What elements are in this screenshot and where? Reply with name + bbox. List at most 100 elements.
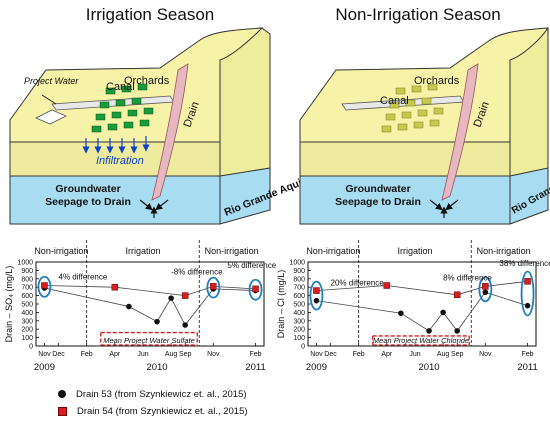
label-seepage-to-drain: Seepage to Drain	[45, 196, 131, 208]
x-tick-label: Aug	[165, 351, 178, 358]
legend-marker-circle	[58, 390, 66, 398]
label-infiltration: Infiltration	[96, 155, 144, 167]
drain-channel	[151, 63, 189, 201]
x-year-label: 2009	[34, 362, 55, 373]
drain-channel	[441, 63, 479, 201]
percent-difference-label: 20% difference	[331, 279, 385, 288]
aquifer-front-face	[9, 175, 221, 225]
season-label: Irrigation	[125, 246, 160, 256]
label-groundwater: Groundwater	[55, 183, 120, 195]
label-orchards: Orchards	[414, 75, 460, 87]
x-tick-label: Jun	[409, 351, 420, 358]
mean-project-water-label: Mean Project Water Sulfate	[103, 336, 195, 345]
percent-difference-label: -8% difference	[171, 268, 223, 277]
percent-difference-label: 38% difference	[499, 259, 550, 268]
plot-frame	[307, 261, 537, 347]
x-year-label: 2011	[245, 362, 265, 373]
point-drain54	[453, 291, 461, 299]
y-tick-label: 100	[293, 335, 305, 342]
point-drain53	[168, 295, 174, 301]
y-tick-label: 600	[293, 293, 305, 300]
label-project-water: Project Water	[24, 76, 79, 86]
highlight-ellipse	[478, 276, 493, 303]
y-tick-label: 700	[21, 285, 33, 292]
y-tick-label: 800	[21, 276, 33, 283]
legend-marker-square	[58, 406, 67, 416]
y-tick-label: 700	[293, 285, 305, 292]
y-tick-label: 1000	[17, 260, 33, 267]
percent-difference-label: 5% difference	[227, 261, 276, 270]
point-drain53	[524, 302, 531, 309]
x-tick-label: Feb	[250, 351, 262, 358]
series-line-drain53	[44, 287, 256, 326]
point-drain54	[111, 283, 119, 291]
percent-difference-label: 8% difference	[443, 273, 492, 282]
season-label: Irrigation	[397, 246, 432, 256]
x-tick-label: Sep	[451, 351, 464, 358]
label-canal: Canal	[380, 95, 409, 107]
y-tick-label: 300	[293, 318, 305, 325]
point-drain53	[454, 328, 460, 334]
block-diagram-non-irrigation: Canal Orchards Drain Groundwater Seepage…	[299, 27, 550, 225]
point-drain53	[482, 289, 489, 296]
point-drain53	[313, 297, 320, 304]
x-tick-label: Apr	[381, 351, 393, 358]
x-year-label: 2011	[517, 362, 537, 373]
infiltration-arrows	[82, 136, 150, 154]
highlight-ellipse	[37, 275, 52, 298]
series-line-drain54	[44, 285, 256, 297]
season-label: Non-irrigation	[205, 246, 259, 256]
series-line-drain53	[316, 291, 528, 332]
mean-project-water-label: Mean Project Water Chloride	[373, 336, 469, 345]
label-project-water-text: Project Water	[24, 76, 79, 86]
x-tick-label: Jun	[137, 351, 148, 358]
point-drain54	[524, 278, 531, 285]
highlight-ellipse	[248, 278, 263, 301]
seepage-arrows	[429, 199, 459, 218]
y-tick-label: 500	[21, 302, 33, 309]
x-tick-label: Feb	[353, 351, 365, 358]
title-non-irrigation-season: Non-Irrigation Season	[335, 5, 500, 24]
point-drain53	[426, 328, 432, 334]
block-front-soil	[299, 141, 511, 177]
y-tick-label: 1000	[289, 260, 305, 267]
x-tick-label: Nov	[310, 351, 323, 358]
y-tick-label: 900	[293, 268, 305, 275]
point-drain53	[126, 303, 132, 310]
label-canal: Canal	[106, 81, 135, 93]
highlight-ellipse	[520, 270, 535, 317]
block-front-soil	[9, 141, 221, 177]
point-drain54	[313, 287, 320, 294]
y-tick-label: 400	[293, 310, 305, 317]
seepage-arrows	[139, 199, 169, 218]
x-tick-label: Nov	[38, 351, 51, 358]
y-tick-label: 400	[21, 310, 33, 317]
x-year-label: 2010	[146, 362, 167, 373]
x-tick-label: Dec	[52, 351, 65, 358]
orchards-non-irrigation	[381, 83, 444, 133]
x-tick-label: Nov	[479, 351, 492, 358]
y-axis-label: Drain – SO₄ (mg/L)	[4, 266, 14, 343]
x-tick-label: Aug	[437, 351, 450, 358]
highlight-ellipse	[206, 276, 221, 299]
percent-difference-label: 4% difference	[59, 273, 108, 282]
point-drain53	[154, 318, 160, 325]
legend-drain54: Drain 54 (from Szynkiewicz et. al., 2015…	[58, 403, 358, 419]
legend-drain53: Drain 53 (from Szynkiewicz et. al., 2015…	[58, 386, 358, 402]
x-tick-label: Apr	[109, 351, 121, 358]
legend-label-drain54: Drain 54 (from Szynkiewicz et. al., 2015…	[77, 405, 248, 417]
x-tick-label: Feb	[81, 351, 93, 358]
project-water-leader	[41, 94, 57, 105]
x-tick-label: Sep	[179, 351, 192, 358]
x-year-label: 2010	[418, 362, 439, 373]
y-tick-label: 800	[293, 276, 305, 283]
y-tick-label: 0	[301, 344, 305, 351]
title-irrigation-season: Irrigation Season	[86, 5, 215, 24]
season-label: Non-irrigation	[34, 246, 88, 256]
y-tick-label: 200	[21, 327, 33, 334]
highlight-ellipse	[309, 280, 324, 311]
season-label: Non-irrigation	[306, 246, 360, 256]
